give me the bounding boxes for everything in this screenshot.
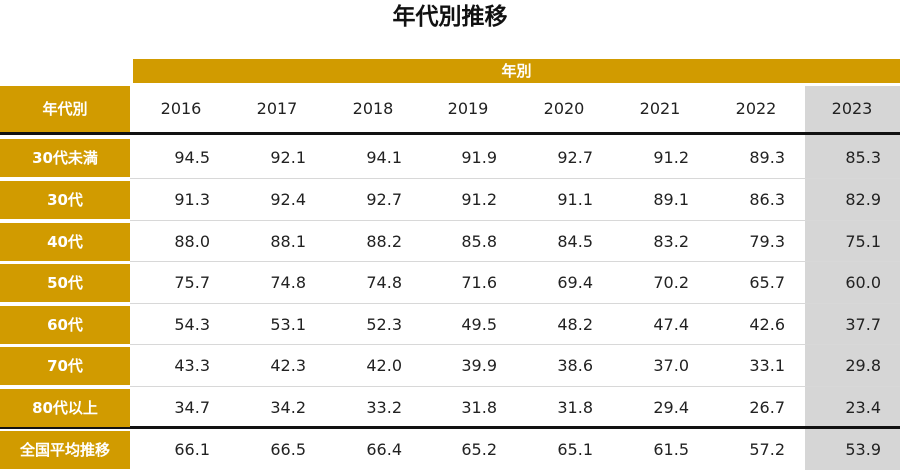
- table-cell: 37.0: [653, 356, 689, 375]
- row-label: 80代以上: [0, 389, 130, 427]
- year-header-2018: 2018: [352, 99, 394, 118]
- table-cell: 74.8: [270, 273, 306, 292]
- table-cell: 83.2: [653, 232, 689, 251]
- row-label: 全国平均推移: [0, 431, 130, 469]
- table-cell: 29.4: [653, 398, 689, 417]
- table-cell: 66.4: [366, 440, 402, 459]
- table-cell: 88.0: [174, 232, 210, 251]
- table-cell: 79.3: [749, 232, 785, 251]
- table-cell: 60.0: [845, 273, 881, 292]
- table-cell: 75.7: [174, 273, 210, 292]
- table-cell: 57.2: [749, 440, 785, 459]
- table-cell: 85.8: [461, 232, 497, 251]
- row-label: 60代: [0, 306, 130, 344]
- year-header-2017: 2017: [256, 99, 298, 118]
- table-cell: 47.4: [653, 315, 689, 334]
- table-cell: 91.2: [461, 190, 497, 209]
- table-cell: 86.3: [749, 190, 785, 209]
- table-cell: 33.1: [749, 356, 785, 375]
- chart-title: 年代別推移: [392, 4, 508, 30]
- year-header-2019: 2019: [447, 99, 489, 118]
- table-cell: 65.1: [557, 440, 593, 459]
- table-cell: 34.7: [174, 398, 210, 417]
- row-label: 70代: [0, 347, 130, 385]
- table-cell: 70.2: [653, 273, 689, 292]
- row-label: 30代: [0, 181, 130, 219]
- row-divider: [130, 386, 900, 387]
- table-cell: 37.7: [845, 315, 881, 334]
- table-cell: 23.4: [845, 398, 881, 417]
- table-cell: 92.1: [270, 148, 306, 167]
- header-divider: [0, 132, 900, 135]
- table-cell: 29.8: [845, 356, 881, 375]
- table-cell: 85.3: [845, 148, 881, 167]
- table-cell: 52.3: [366, 315, 402, 334]
- table-cell: 91.9: [461, 148, 497, 167]
- table-cell: 92.7: [366, 190, 402, 209]
- year-header-2020: 2020: [543, 99, 585, 118]
- table-cell: 49.5: [461, 315, 497, 334]
- table-cell: 84.5: [557, 232, 593, 251]
- table-cell: 38.6: [557, 356, 593, 375]
- table-cell: 26.7: [749, 398, 785, 417]
- table-cell: 74.8: [366, 273, 402, 292]
- table-cell: 65.2: [461, 440, 497, 459]
- table-cell: 31.8: [557, 398, 593, 417]
- table-cell: 31.8: [461, 398, 497, 417]
- table-cell: 91.2: [653, 148, 689, 167]
- table-cell: 89.1: [653, 190, 689, 209]
- table-cell: 33.2: [366, 398, 402, 417]
- table-cell: 69.4: [557, 273, 593, 292]
- table-cell: 71.6: [461, 273, 497, 292]
- table-cell: 94.1: [366, 148, 402, 167]
- table-cell: 48.2: [557, 315, 593, 334]
- table-cell: 88.1: [270, 232, 306, 251]
- total-divider: [0, 426, 900, 429]
- table-cell: 66.5: [270, 440, 306, 459]
- table-cell: 91.3: [174, 190, 210, 209]
- table-cell: 92.4: [270, 190, 306, 209]
- year-header-2022: 2022: [735, 99, 777, 118]
- highlight-column-bg: [805, 86, 900, 470]
- table-cell: 88.2: [366, 232, 402, 251]
- table-cell: 42.6: [749, 315, 785, 334]
- year-header-2016: 2016: [160, 99, 202, 118]
- column-group-header: 年別: [133, 59, 900, 83]
- table-cell: 92.7: [557, 148, 593, 167]
- table-cell: 65.7: [749, 273, 785, 292]
- table-cell: 61.5: [653, 440, 689, 459]
- table-cell: 34.2: [270, 398, 306, 417]
- row-header-label: 年代別: [0, 86, 130, 132]
- row-label: 50代: [0, 264, 130, 302]
- row-divider: [130, 303, 900, 304]
- table-cell: 82.9: [845, 190, 881, 209]
- table-cell: 43.3: [174, 356, 210, 375]
- table-cell: 53.9: [845, 440, 881, 459]
- row-divider: [130, 261, 900, 262]
- table-cell: 42.0: [366, 356, 402, 375]
- table-cell: 91.1: [557, 190, 593, 209]
- row-divider: [130, 178, 900, 179]
- table-cell: 53.1: [270, 315, 306, 334]
- year-header-2023: 2023: [831, 99, 873, 118]
- table-cell: 75.1: [845, 232, 881, 251]
- row-divider: [130, 220, 900, 221]
- table-cell: 66.1: [174, 440, 210, 459]
- table-cell: 42.3: [270, 356, 306, 375]
- table-cell: 39.9: [461, 356, 497, 375]
- table-cell: 89.3: [749, 148, 785, 167]
- row-divider: [130, 344, 900, 345]
- row-label: 30代未満: [0, 139, 130, 177]
- row-label: 40代: [0, 223, 130, 261]
- table-cell: 94.5: [174, 148, 210, 167]
- year-header-2021: 2021: [639, 99, 681, 118]
- table-cell: 54.3: [174, 315, 210, 334]
